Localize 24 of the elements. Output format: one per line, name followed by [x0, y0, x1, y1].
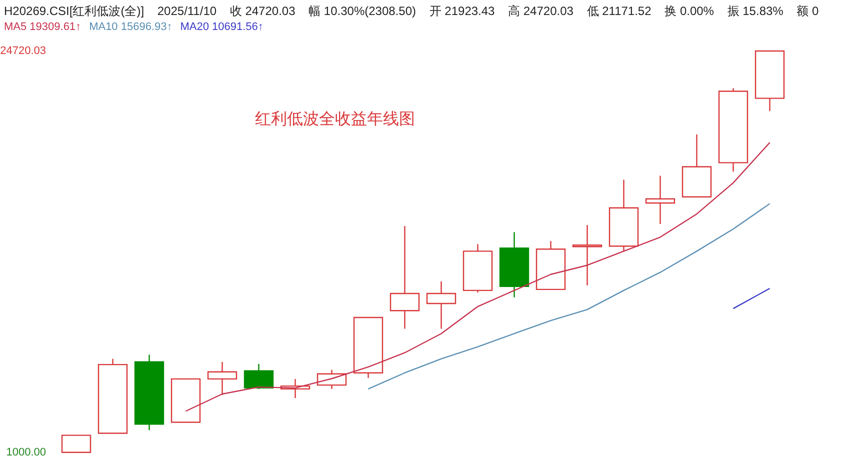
- candlestick: [499, 231, 530, 298]
- chart-subtitle: H20269.CSI[红利低波(全)] 2025/11/10 收 24720.03 幅 10.30%(2308.50) 开 21923.43 高 24720.03 低 21171.52 换 0.00% 振 15.83% 额 0: [4, 3, 819, 20]
- y-tick-label: 24720.03: [0, 45, 46, 58]
- candlestick: [353, 316, 384, 379]
- candlestick: [134, 354, 164, 431]
- text: MA5 19309.61↑: [4, 21, 82, 33]
- candlestick: [207, 361, 238, 396]
- candlestick: [462, 243, 493, 294]
- candlestick: [98, 358, 128, 434]
- candlestick: [754, 50, 785, 112]
- candlestick: [536, 240, 566, 290]
- candlestick: [682, 134, 712, 198]
- candlestick: [718, 88, 748, 172]
- candlestick: [280, 378, 310, 399]
- candlestick: [390, 225, 420, 330]
- candlestick: [645, 175, 676, 225]
- candlestick: [608, 179, 639, 252]
- candlestick: [426, 280, 456, 330]
- text: 红利低波全收益年线图: [254, 110, 415, 130]
- candlestick: [572, 224, 602, 286]
- text: MA20 10691.56↑: [180, 21, 264, 33]
- text: MA10 15696.93↑: [89, 21, 172, 33]
- candlestick: [316, 369, 347, 390]
- y-tick-label: 1000.00: [6, 446, 46, 458]
